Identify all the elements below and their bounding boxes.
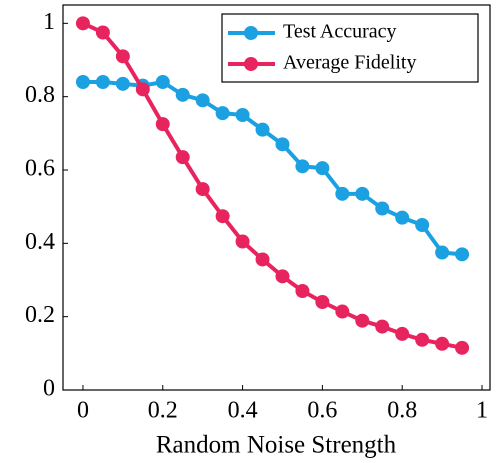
point: [415, 218, 430, 232]
point: [375, 201, 390, 216]
point: [395, 326, 410, 341]
y-tick-label: 0.4: [25, 229, 55, 255]
point: [155, 117, 170, 132]
point: [315, 161, 330, 176]
point: [75, 75, 90, 89]
point: [455, 247, 470, 262]
point: [255, 122, 270, 137]
point: [275, 137, 290, 152]
plot-frame: [62, 4, 491, 391]
point: [115, 76, 130, 91]
x-tick-label: 0.6: [307, 398, 337, 424]
point: [95, 75, 110, 89]
legend-box: [221, 13, 479, 83]
point: [375, 319, 390, 334]
point: [175, 150, 190, 165]
point: [235, 234, 250, 249]
y-tick-label: 0: [43, 376, 55, 402]
point: [175, 87, 190, 102]
point: [335, 186, 350, 201]
x-tick-label: 0: [77, 398, 89, 424]
x-axis-label: Random Noise Strength: [156, 432, 397, 459]
y-tick-label: 0.2: [25, 302, 55, 328]
point: [215, 106, 230, 121]
point: [355, 313, 370, 328]
legend-label: Test Accuracy: [283, 21, 397, 43]
y-tick-label: 1: [43, 9, 55, 35]
x-tick-label: 0.4: [228, 398, 258, 424]
point: [315, 295, 330, 309]
point: [295, 159, 310, 174]
legend-label: Average Fidelity: [283, 52, 416, 74]
point: [135, 82, 150, 97]
point: [395, 210, 410, 225]
point: [335, 304, 350, 319]
point: [255, 252, 270, 267]
point: [435, 245, 450, 260]
point: [195, 93, 210, 108]
point: [435, 336, 450, 351]
point: [155, 75, 170, 89]
x-tick-label: 0.8: [387, 398, 417, 424]
point: [215, 209, 230, 224]
series-line: [82, 80, 463, 257]
legend-marker: [244, 26, 258, 40]
y-tick-label: 0.6: [25, 156, 55, 182]
point: [355, 186, 370, 201]
point: [275, 269, 290, 284]
point: [455, 340, 470, 355]
point: [195, 182, 210, 197]
legend-marker: [244, 57, 258, 71]
x-tick-label: 0.2: [148, 398, 178, 424]
x-tick-label: 1: [476, 398, 488, 424]
point: [415, 332, 430, 347]
point: [295, 284, 310, 298]
point: [75, 16, 90, 31]
point: [235, 108, 250, 122]
y-tick-label: 0.8: [25, 82, 55, 108]
point: [115, 49, 130, 64]
point: [95, 25, 110, 40]
